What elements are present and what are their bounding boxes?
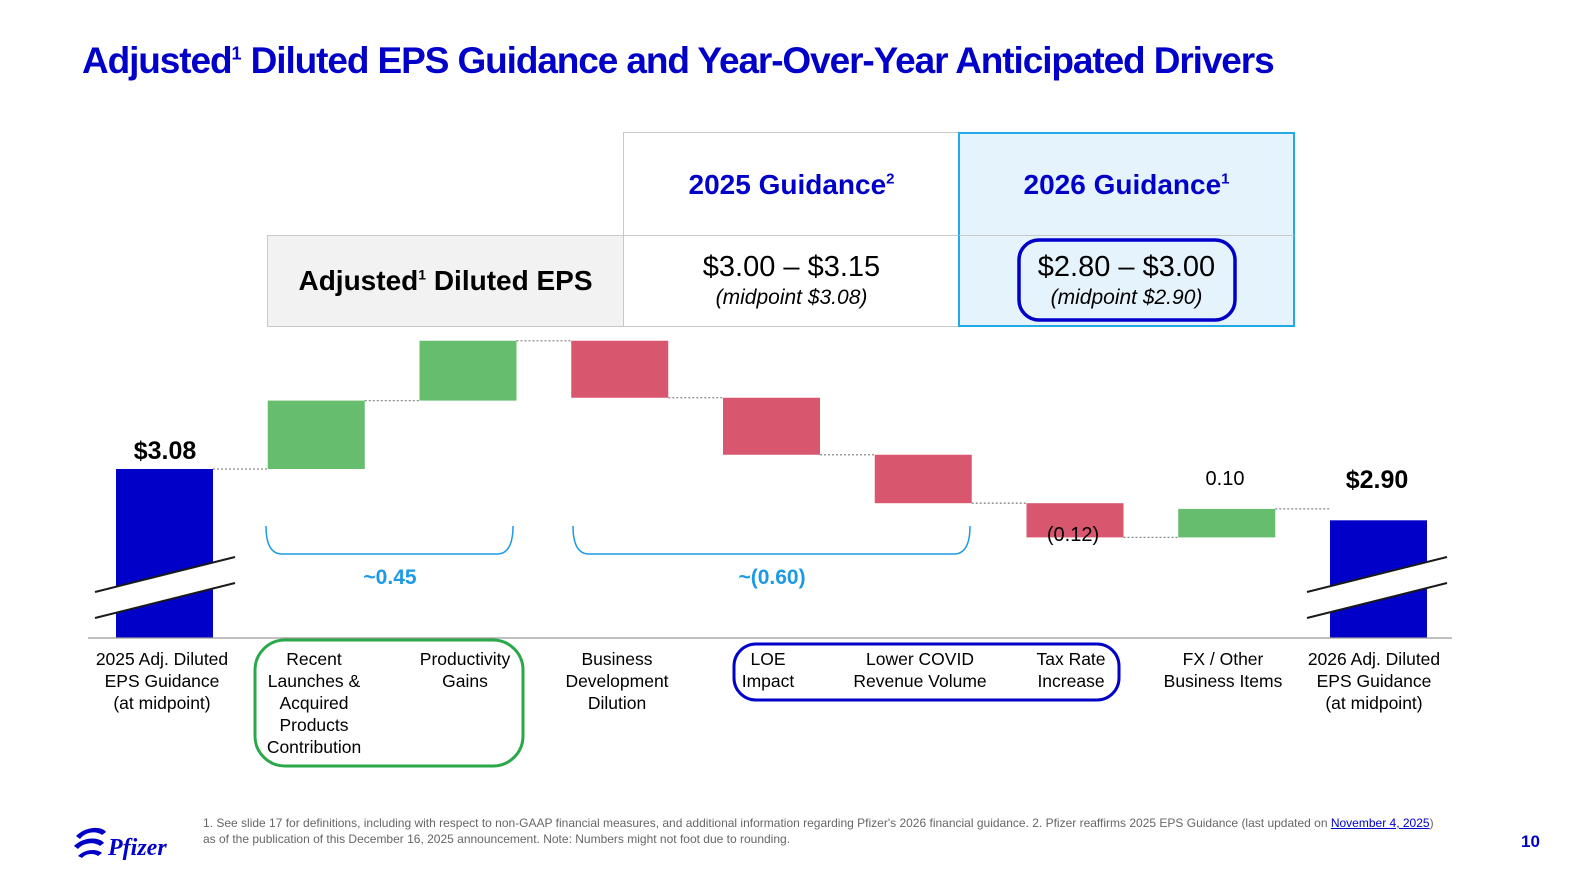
header-2025-guidance: 2025 Guidance2 (623, 132, 959, 236)
category-line: Tax Rate (1036, 649, 1106, 669)
title-superscript: 1 (231, 43, 242, 64)
bar-tax-rate-increase (1026, 503, 1124, 538)
footnote: 1. See slide 17 for definitions, includi… (203, 815, 1443, 847)
category-line: (at midpoint) (113, 693, 211, 713)
category-line: (at midpoint) (1325, 693, 1423, 713)
category-line: Revenue Volume (853, 671, 987, 691)
row-label-prefix: Adjusted (298, 265, 419, 296)
row-label-rest: Diluted EPS (426, 265, 593, 296)
category-line: Business (581, 649, 653, 669)
title-prefix: Adjusted (82, 40, 233, 81)
category-label-tax-rate: Tax Rate Increase (1021, 648, 1121, 692)
range-2026: $2.80 – $3.00 (1037, 250, 1216, 283)
category-line: Business Items (1163, 671, 1283, 691)
end-value-label: $2.90 (1346, 466, 1409, 494)
bracket-growth-drivers (265, 525, 514, 555)
category-line: Impact (741, 671, 795, 691)
category-label-fx-other: FX / Other Business Items (1155, 648, 1291, 692)
category-line: Development (565, 671, 669, 691)
category-label-loe: LOE Impact (723, 648, 813, 692)
category-line: Acquired (279, 693, 349, 713)
page-title: Adjusted1 Diluted EPS Guidance and Year-… (82, 40, 1275, 82)
footnote-text-1: 1. See slide 17 for definitions, includi… (203, 816, 1331, 830)
bar-2026-adj-diluted-eps-guidance-at-midpoint (1330, 520, 1427, 638)
title-rest: Diluted EPS Guidance and Year-Over-Year … (241, 40, 1275, 81)
category-line: Lower COVID (866, 649, 974, 669)
category-line: Contribution (266, 737, 362, 757)
category-label-recent-launches: Recent Launches & Acquired Products Cont… (249, 648, 379, 758)
footnote-date-link[interactable]: November 4, 2025 (1330, 816, 1430, 830)
pfizer-logo: Pfizer (74, 827, 167, 861)
row-label-superscript: 1 (418, 266, 427, 283)
category-label-2025-eps: 2025 Adj. Diluted EPS Guidance (at midpo… (87, 648, 237, 714)
bar-recent-launches-acquired-products-contribution (267, 400, 365, 469)
bar-business-development-dilution (571, 340, 669, 398)
value-2026-guidance: $2.80 – $3.00 (midpoint $2.90) (958, 235, 1295, 327)
category-line: Productivity (419, 649, 511, 669)
category-label-productivity: Productivity Gains (400, 648, 530, 692)
category-line: Gains (442, 671, 488, 691)
category-label-covid: Lower COVID Revenue Volume (845, 648, 995, 692)
category-line: LOE (750, 649, 786, 669)
axis-break-right (1306, 556, 1448, 619)
category-line: Increase (1037, 671, 1105, 691)
fx-value-label: 0.10 (1206, 468, 1245, 490)
category-line: EPS Guidance (1316, 671, 1432, 691)
category-line: EPS Guidance (104, 671, 220, 691)
bar-lower-covid-revenue-volume (874, 454, 972, 504)
bracket-headwinds (572, 525, 971, 555)
emphasis-oval-2026 (1017, 238, 1237, 322)
bar-2025-adj-diluted-eps-guidance-at-midpoint (116, 469, 213, 638)
category-line: Recent (286, 649, 342, 669)
midpoint-2025: (midpoint $3.08) (715, 286, 868, 309)
category-line: Products (279, 715, 349, 735)
axis-break-left (94, 556, 236, 619)
midpoint-2026: (midpoint $2.90) (1050, 285, 1203, 309)
header-2026-label: 2026 Guidance (1023, 169, 1222, 200)
bracket-growth-label: ~0.45 (363, 566, 416, 589)
header-2025-superscript: 2 (886, 170, 895, 188)
pfizer-swirl-icon (74, 827, 106, 858)
category-label-2026-eps: 2026 Adj. Diluted EPS Guidance (at midpo… (1299, 648, 1449, 714)
tax-rate-value-label: (0.12) (1047, 524, 1099, 546)
bar-loe-impact (723, 397, 820, 455)
category-line: Launches & (267, 671, 361, 691)
footnote-text-2: ) as of the publication of this December… (203, 816, 1434, 846)
value-2025-guidance: $3.00 – $3.15 (midpoint $3.08) (623, 235, 959, 327)
category-line: 2026 Adj. Diluted (1307, 649, 1441, 669)
header-2025-label: 2025 Guidance (688, 168, 887, 200)
category-line: Dilution (587, 693, 647, 713)
start-value-label: $3.08 (134, 437, 197, 465)
category-line: 2025 Adj. Diluted (95, 649, 229, 669)
category-line: FX / Other (1182, 649, 1264, 669)
header-2026-guidance: 2026 Guidance1 (958, 132, 1295, 236)
row-label-adjusted-eps: Adjusted1 Diluted EPS (267, 235, 624, 327)
pfizer-wordmark: Pfizer (107, 835, 167, 861)
bar-productivity-gains (419, 340, 517, 401)
range-2025: $3.00 – $3.15 (702, 251, 881, 283)
bracket-headwinds-label: ~(0.60) (738, 566, 805, 589)
header-2026-superscript: 1 (1221, 170, 1230, 188)
category-label-business-development: Business Development Dilution (552, 648, 682, 714)
page-number: 10 (1521, 832, 1540, 851)
bar-fx-other-business-items (1178, 508, 1276, 538)
